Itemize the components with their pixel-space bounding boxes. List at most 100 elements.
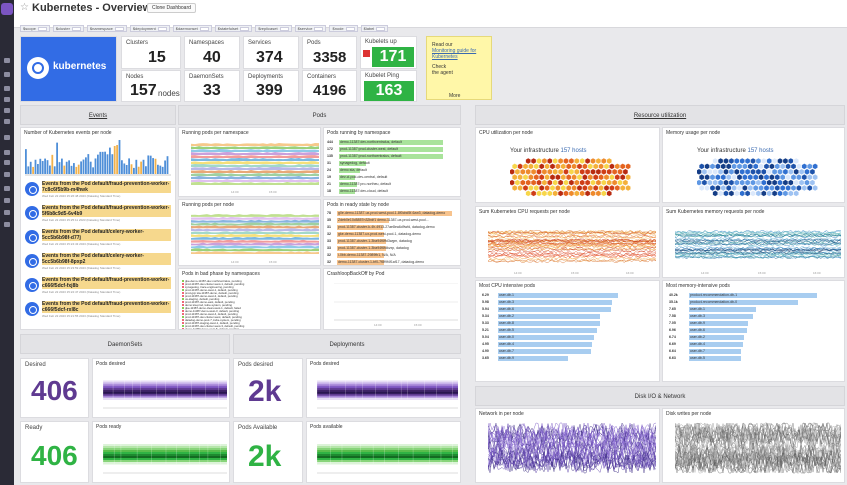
mem-requests-widget[interactable]: Sum Kubernetes memory requests per node … — [662, 206, 845, 278]
event-item[interactable]: Events from the Pod default/fraud-preven… — [25, 204, 171, 226]
disk-writes-chart[interactable] — [675, 422, 841, 477]
deploy-pods-available-chart[interactable] — [317, 434, 458, 474]
toplist-bar[interactable] — [498, 314, 600, 319]
disk-writes-widget[interactable]: Disk writes per node — [662, 408, 845, 483]
containers-widget[interactable]: Containers 4196 — [302, 70, 357, 102]
cpu-requests-widget[interactable]: Sum Kubernetes CPU requests per node 14:… — [475, 206, 660, 278]
toplist-bar[interactable] — [337, 232, 385, 237]
toplist-bar[interactable] — [337, 246, 386, 251]
toplist-bar[interactable] — [498, 307, 612, 312]
toplist-bar[interactable] — [689, 342, 743, 347]
metrics-icon[interactable] — [4, 135, 10, 140]
template-variable-1[interactable]: $cluster — [52, 25, 84, 32]
event-item[interactable]: Events from the Pod default/fraud-preven… — [25, 300, 171, 322]
ds-pods-desired-widget[interactable]: Pods desired — [92, 358, 230, 418]
ux-icon[interactable] — [4, 198, 10, 203]
toplist-bar[interactable] — [498, 300, 612, 305]
nodes-widget[interactable]: Nodes 157 nodes — [121, 70, 181, 102]
toplist-bar[interactable] — [339, 140, 443, 145]
toplist-bar[interactable] — [498, 356, 568, 361]
dashboards-icon[interactable] — [4, 97, 10, 102]
pods-running-ns-widget[interactable]: Pods running by namespace 444 demo-11387:… — [323, 127, 461, 197]
events-bar-chart[interactable] — [25, 140, 171, 176]
template-variable-5[interactable]: $statefulset — [214, 25, 253, 32]
template-variable-7[interactable]: $service — [294, 25, 327, 32]
running-pods-ns-widget[interactable]: Running pods per namespace 14:00 15:00 — [178, 127, 321, 197]
pods-ready-node-widget[interactable]: Pods in ready state by node 78 g0e-demo-1… — [323, 199, 461, 266]
ds-pods-desired-chart[interactable] — [103, 371, 227, 409]
ds-pods-ready-widget[interactable]: Pods ready — [92, 421, 230, 483]
deployments-section-header[interactable]: Deployments — [233, 334, 461, 354]
toplist-bar[interactable] — [337, 218, 389, 223]
toplist-bar[interactable] — [498, 328, 598, 333]
more-button[interactable]: More — [449, 93, 461, 99]
settings-icon[interactable] — [4, 222, 10, 227]
toplist-bar[interactable] — [339, 189, 355, 194]
event-item[interactable]: Events from the Pod default/fraud-preven… — [25, 276, 171, 298]
resource-section-header[interactable]: Resource utilization — [475, 105, 845, 125]
toplist-bar[interactable] — [689, 321, 748, 326]
daemonsets-section-header[interactable]: DaemonSets — [20, 334, 230, 354]
network-icon[interactable] — [4, 210, 10, 215]
memory-hostmap[interactable] — [697, 158, 819, 198]
mem-util-widget[interactable]: Memory usage per node Your infrastructur… — [662, 127, 845, 203]
monitoring-guide-link[interactable]: Monitoring guide for Kubernetes — [432, 48, 477, 60]
crashloop-chart[interactable] — [334, 283, 458, 321]
clusters-widget[interactable]: Clusters 15 — [121, 36, 181, 69]
toplist-bar[interactable] — [498, 349, 592, 354]
network-in-chart[interactable] — [488, 422, 656, 477]
toplist-bar[interactable] — [498, 342, 593, 347]
toplist-bar[interactable] — [337, 260, 385, 265]
template-variable-6[interactable]: $replicaset — [255, 25, 292, 32]
toplist-bar[interactable] — [689, 349, 742, 354]
template-variable-4[interactable]: $daemonset — [172, 25, 212, 32]
ds-pods-ready-chart[interactable] — [103, 434, 227, 474]
recent-icon[interactable] — [4, 72, 10, 77]
toplist-bar[interactable] — [689, 293, 817, 298]
toplist-bar[interactable] — [689, 356, 742, 361]
ds-ready-widget[interactable]: Ready 406 — [20, 421, 89, 483]
toplist-bar[interactable] — [689, 328, 747, 333]
toplist-bar[interactable] — [339, 175, 356, 180]
event-item[interactable]: Events from the Pod default/celery-worke… — [25, 228, 171, 250]
event-item[interactable]: Events from the Pod default/celery-worke… — [25, 252, 171, 274]
network-in-widget[interactable]: Network in per node — [475, 408, 660, 483]
toplist-bar[interactable] — [337, 253, 385, 258]
deploy-pods-desired-widget[interactable]: Pods desired — [306, 358, 461, 418]
favorite-star-icon[interactable]: ☆ — [20, 2, 29, 13]
datadog-logo-icon[interactable] — [1, 3, 13, 15]
toplist-bar[interactable] — [339, 161, 366, 166]
deploy-pods-available-widget[interactable]: Pods available — [306, 421, 461, 483]
toplist-bar[interactable] — [337, 225, 383, 230]
disk-section-header[interactable]: Disk I/O & Network — [475, 386, 845, 406]
cpu-pods-widget[interactable]: Most CPU intensive pods 6.29 user-db-1 5.9… — [475, 280, 660, 382]
namespaces-widget[interactable]: Namespaces 40 — [184, 36, 240, 69]
pods-bad-phase-widget[interactable]: Pods in bad phase by namespaces gke-demo… — [178, 268, 321, 330]
deploy-pods-desired-chart[interactable] — [317, 371, 458, 409]
toplist-bar[interactable] — [339, 182, 358, 187]
memory-requests-chart[interactable] — [675, 224, 841, 269]
events-icon[interactable] — [4, 86, 10, 91]
integrations-icon[interactable] — [4, 150, 10, 155]
cpu-util-widget[interactable]: CPU utilization per node Your infrastruc… — [475, 127, 660, 203]
deploy-available-widget[interactable]: Pods Available 2k — [233, 421, 303, 483]
toplist-bar[interactable] — [689, 314, 753, 319]
deployments-widget[interactable]: Deployments 399 — [243, 70, 299, 102]
toplist-bar[interactable] — [339, 168, 360, 173]
clone-dashboard-button[interactable]: Clone Dashboard — [147, 3, 196, 13]
toplist-bar[interactable] — [339, 147, 443, 152]
monitors-icon[interactable] — [4, 119, 10, 124]
logs-icon[interactable] — [4, 172, 10, 177]
cpu-requests-chart[interactable] — [488, 224, 656, 269]
toplist-bar[interactable] — [498, 321, 600, 326]
apm-icon[interactable] — [4, 160, 10, 165]
cpu-hostmap[interactable] — [510, 158, 632, 198]
running-pods-ns-chart[interactable] — [191, 143, 319, 188]
template-variable-3[interactable]: $deployment — [129, 25, 170, 32]
crashloop-widget[interactable]: CrashloopBackOff by Pod 14:00 15:00 — [323, 268, 461, 330]
security-icon[interactable] — [4, 186, 10, 191]
search-icon[interactable] — [4, 58, 10, 63]
pods-section-header[interactable]: Pods — [178, 105, 461, 125]
toplist-bar[interactable] — [339, 154, 443, 159]
kubelets-up-widget[interactable]: Kubelets up 171 — [360, 36, 417, 69]
